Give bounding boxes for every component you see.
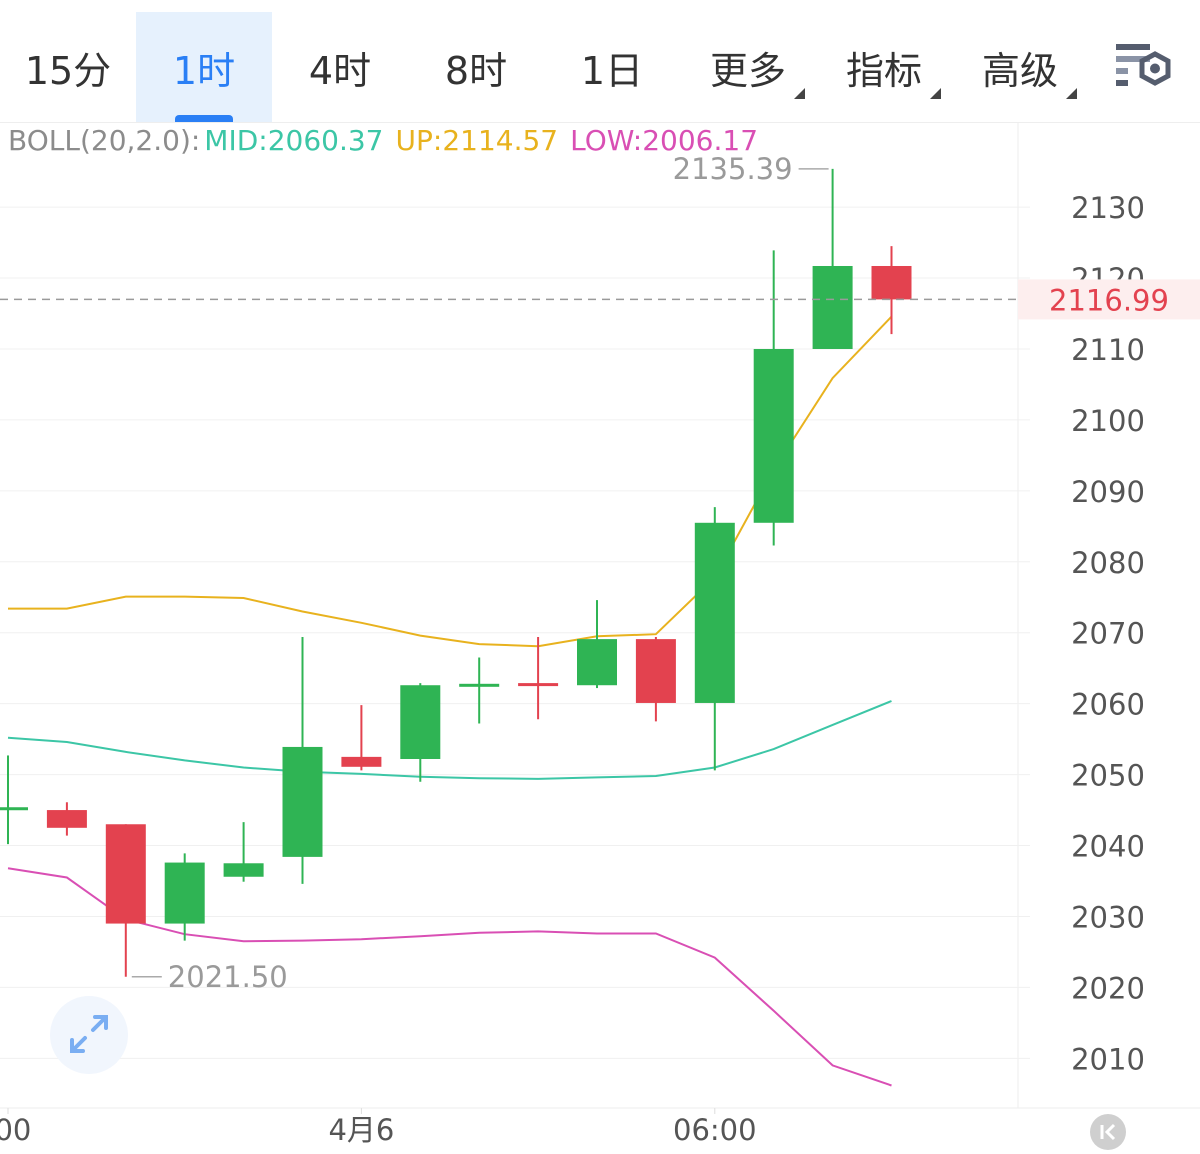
- tab-4[interactable]: 8时: [408, 12, 544, 122]
- candle-body: [46, 810, 87, 828]
- candle-body: [577, 639, 617, 686]
- tab-label: 1日: [580, 48, 644, 93]
- tab-3[interactable]: 4时: [272, 12, 408, 122]
- x-tick-label: :00: [0, 1113, 31, 1147]
- y-tick-label: 2080: [1071, 546, 1145, 580]
- x-tick-label: 4月6: [328, 1113, 394, 1147]
- boll-low-line: [7, 867, 892, 1087]
- expand-icon: [70, 1015, 108, 1053]
- candle-body: [0, 807, 28, 811]
- candle-body: [459, 683, 500, 687]
- candle-body: [341, 756, 382, 767]
- dropdown-caret-icon: [794, 88, 805, 99]
- y-tick-label: 2130: [1071, 191, 1145, 225]
- candle-body: [812, 265, 853, 349]
- y-tick-label: 2010: [1071, 1042, 1145, 1076]
- current-price-label: 2116.99: [1049, 283, 1169, 317]
- back-to-latest-icon: [1100, 1123, 1116, 1141]
- dropdown-caret-icon: [1066, 88, 1077, 99]
- tab-label: 1时: [172, 48, 236, 93]
- tab-label: 指标: [845, 48, 922, 93]
- candle-body: [400, 685, 441, 759]
- x-tick-label: 06:00: [673, 1113, 757, 1147]
- chart-settings-icon[interactable]: [1110, 38, 1176, 98]
- candle-body: [694, 522, 735, 703]
- tab-label: 15分: [24, 48, 112, 93]
- tab-1[interactable]: 15分: [0, 12, 136, 122]
- timeframe-toolbar: 15分 1时 4时 8时 1日 更多 指标 高级: [0, 0, 1200, 123]
- y-tick-label: 2110: [1071, 333, 1145, 367]
- tab-2[interactable]: 1时: [136, 12, 272, 122]
- candle-body: [105, 824, 146, 924]
- candle-body: [871, 265, 912, 300]
- boll-mid-value: MID:2060.37: [204, 124, 384, 157]
- y-tick-label: 2070: [1071, 617, 1145, 651]
- candle-body: [223, 863, 264, 877]
- current-price-tag: [1018, 279, 1200, 320]
- y-tick-label: 2030: [1071, 900, 1145, 934]
- y-tick-label: 2020: [1071, 971, 1145, 1005]
- y-tick-label: 2050: [1071, 759, 1145, 793]
- boll-up-line: [8, 315, 893, 648]
- tab-5[interactable]: 1日: [544, 12, 680, 122]
- active-tab-indicator: [175, 115, 233, 122]
- boll-name: BOLL(20,2.0):: [8, 124, 201, 157]
- tab-label: 更多: [709, 48, 786, 93]
- candle-body: [282, 746, 323, 857]
- boll-indicator-legend: BOLL(20,2.0): MID:2060.37 UP:2114.57 LOW:20…: [8, 124, 770, 157]
- boll-up-value: UP:2114.57: [395, 124, 559, 157]
- y-tick-label: 2060: [1071, 688, 1145, 722]
- dropdown-caret-icon: [930, 88, 941, 99]
- y-tick-label: 2100: [1071, 404, 1145, 438]
- candle-body: [164, 862, 205, 924]
- min-price-label: 2021.50: [168, 960, 288, 994]
- candle-body: [518, 683, 559, 687]
- tab-8[interactable]: 高级: [952, 12, 1088, 122]
- boll-mid-line: [7, 700, 892, 780]
- tab-label: 4时: [308, 48, 372, 93]
- y-tick-label: 2040: [1071, 830, 1145, 864]
- candle-body: [635, 639, 676, 703]
- tab-label: 高级: [981, 48, 1058, 93]
- tab-7[interactable]: 指标: [816, 12, 952, 122]
- expand-button[interactable]: [50, 996, 128, 1074]
- max-price-label: 2135.39: [673, 152, 793, 186]
- boll-low-value: LOW:2006.17: [570, 124, 759, 157]
- candle-body: [753, 348, 794, 523]
- y-tick-label: 2090: [1071, 475, 1145, 509]
- tab-label: 8时: [444, 48, 508, 93]
- tab-6[interactable]: 更多: [680, 12, 816, 122]
- back-to-latest-button[interactable]: [1090, 1114, 1126, 1150]
